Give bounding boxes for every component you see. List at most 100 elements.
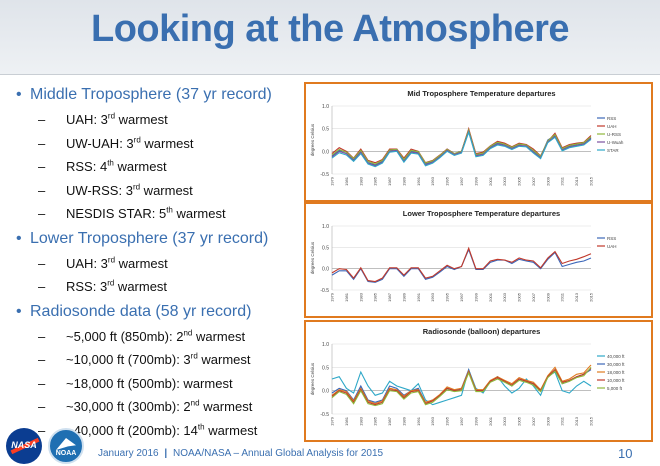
bullet-item-text: UAH: 3 <box>66 255 108 271</box>
nasa-logo-text: NASA <box>11 440 37 450</box>
noaa-logo-text: NOAA <box>55 450 77 457</box>
chart-panel-radiosonde: Radiosonde (balloon) departures degrees C… <box>304 320 653 442</box>
bullet-item-text: UW-UAH: 3 <box>66 135 134 151</box>
noaa-logo: NOAA <box>48 428 84 464</box>
y-axis-label: degrees Celsius <box>310 241 315 274</box>
slide-footer: NASA NOAA January 2016 | NOAA/NASA – Ann… <box>0 426 660 466</box>
bullet-heading-label: Lower Troposphere (37 yr record) <box>30 229 269 247</box>
x-tick-label: 1981 <box>344 416 349 426</box>
y-tick-label: 0.5 <box>322 127 329 133</box>
x-tick-label: 2001 <box>488 292 493 302</box>
x-tick-label: 2011 <box>560 176 565 185</box>
x-tick-label: 2003 <box>502 416 507 426</box>
bullet-item-ordinal: rd <box>107 255 116 265</box>
slide-header: Looking at the Atmosphere <box>0 0 660 75</box>
x-tick-label: 1985 <box>373 292 378 302</box>
x-tick-label: 2001 <box>488 416 493 426</box>
chart-title: Mid Troposphere Temperature departures <box>407 89 555 98</box>
bullet-dash-icon: – <box>38 255 46 271</box>
x-tick-label: 1999 <box>473 176 478 186</box>
legend-label: 30,000 ft <box>607 362 625 367</box>
series-line <box>331 128 592 165</box>
x-tick-label: 2005 <box>517 176 522 186</box>
legend-label: 5,000 ft <box>607 386 623 391</box>
bullet-item-suffix: warmest <box>140 135 194 151</box>
x-tick-label: 1995 <box>445 176 450 186</box>
x-tick-label: 1997 <box>459 292 464 302</box>
footer-caption-text: NOAA/NASA – Annual Global Analysis for 2… <box>172 448 384 459</box>
x-tick-label: 2009 <box>545 416 550 426</box>
y-tick-label: 1.0 <box>322 342 329 348</box>
bullet-dash-icon: – <box>38 112 46 127</box>
x-tick-label: 2011 <box>560 416 565 425</box>
x-tick-label: 1985 <box>373 176 378 186</box>
bullet-dash-icon: – <box>38 159 46 174</box>
y-axis-label: degrees Celsius <box>310 123 315 156</box>
bullet-list: • Middle Troposphere (37 yr record) – UAH: … <box>16 84 306 444</box>
legend-label: UAH <box>607 244 617 249</box>
footer-separator: | <box>164 448 168 459</box>
x-tick-label: 2003 <box>502 176 507 186</box>
noaa-bird-icon <box>56 438 76 450</box>
y-tick-label: 0.0 <box>322 389 329 395</box>
x-tick-label: 1983 <box>358 176 363 186</box>
legend-label: U-RSS <box>607 132 621 137</box>
x-tick-label: 2013 <box>574 292 579 302</box>
bullet-heading: • Middle Troposphere (37 yr record) <box>16 84 306 110</box>
bullet-dash-icon: – <box>38 422 46 438</box>
x-tick-label: 1981 <box>344 292 349 302</box>
x-tick-label: 1989 <box>401 416 406 426</box>
bullet-item-ordinal: nd <box>183 328 193 338</box>
bullet-item-text: NESDIS STAR: 5 <box>66 206 167 221</box>
x-tick-label: 1991 <box>416 176 421 186</box>
series-line <box>331 366 592 407</box>
x-tick-label: 1985 <box>373 416 378 426</box>
bullet-item-suffix: warmest <box>113 159 167 174</box>
x-tick-label: 1987 <box>387 176 392 186</box>
nasa-logo: NASA <box>6 428 42 464</box>
x-tick-label: 2009 <box>545 176 550 186</box>
bullet-item-suffix: warmest <box>204 422 258 438</box>
bullet-dash-icon: – <box>38 279 46 294</box>
x-tick-label: 1989 <box>401 292 406 302</box>
legend-label: U-Wuah <box>607 140 624 145</box>
bullet-item-ordinal: th <box>107 158 114 168</box>
y-tick-label: -0.5 <box>320 288 329 294</box>
mid-troposphere-chart: Mid Troposphere Temperature departures de… <box>310 89 624 186</box>
x-tick-label: 2015 <box>589 176 594 186</box>
page-number: 10 <box>618 446 633 461</box>
x-tick-label: 1981 <box>344 176 349 186</box>
legend-label: 10,000 ft <box>607 378 625 383</box>
x-tick-label: 1991 <box>416 416 421 426</box>
bullet-item-suffix: warmest <box>140 182 193 198</box>
x-tick-label: 1979 <box>330 292 335 302</box>
bullet-item-suffix: warmest <box>199 399 253 414</box>
chart-panel-lower-troposphere: Lower Troposphere Temperature departures… <box>304 202 653 318</box>
footer-caption: January 2016 | NOAA/NASA – Annual Global… <box>98 448 383 459</box>
chart-panel-mid-troposphere: Mid Troposphere Temperature departures de… <box>304 82 653 202</box>
bullet-dot-icon: • <box>16 229 22 247</box>
x-tick-label: 2015 <box>589 292 594 302</box>
bullet-item-suffix: warmest <box>114 279 168 294</box>
bullet-item: – UW-UAH: 3rd warmest <box>16 134 306 158</box>
bullet-item-text: UAH: 3 <box>66 112 108 127</box>
legend-label: RSS <box>607 236 616 241</box>
series-line <box>331 246 592 283</box>
bullet-item-text: ~10,000 ft (700mb): 3 <box>66 352 191 367</box>
bullet-dash-icon: – <box>38 399 46 414</box>
bullet-item-text: ~30,000 ft (300mb): 2 <box>66 399 191 414</box>
legend-label: RSS <box>607 116 616 121</box>
x-tick-label: 1983 <box>358 416 363 426</box>
x-tick-label: 2003 <box>502 292 507 302</box>
slide-title: Looking at the Atmosphere <box>90 8 570 50</box>
x-tick-label: 1993 <box>430 292 435 302</box>
series-line <box>331 368 592 403</box>
bullet-item-text: UW-RSS: 3 <box>66 182 133 198</box>
chart-title: Radiosonde (balloon) departures <box>423 327 541 336</box>
bullet-item-ordinal: rd <box>107 111 116 121</box>
bullet-item-suffix: warmest <box>172 206 226 221</box>
x-tick-label: 1993 <box>430 176 435 186</box>
legend-label: 18,000 ft <box>607 370 625 375</box>
y-tick-label: 1.0 <box>322 104 329 110</box>
bullet-item-ordinal: rd <box>107 278 115 288</box>
